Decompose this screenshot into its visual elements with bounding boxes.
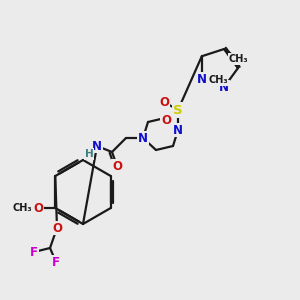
Text: O: O: [33, 202, 43, 214]
Text: CH₃: CH₃: [208, 75, 228, 85]
Text: H: H: [85, 149, 93, 159]
Text: N: N: [219, 80, 229, 94]
Text: N: N: [197, 73, 207, 86]
Text: CH₃: CH₃: [12, 203, 32, 213]
Text: F: F: [52, 256, 60, 268]
Text: O: O: [52, 221, 62, 235]
Text: F: F: [30, 245, 38, 259]
Text: N: N: [138, 131, 148, 145]
Text: CH₃: CH₃: [228, 54, 248, 64]
Text: N: N: [173, 124, 183, 136]
Text: O: O: [112, 160, 122, 172]
Text: O: O: [161, 113, 171, 127]
Text: S: S: [173, 103, 183, 116]
Text: O: O: [159, 95, 169, 109]
Text: N: N: [92, 140, 102, 152]
